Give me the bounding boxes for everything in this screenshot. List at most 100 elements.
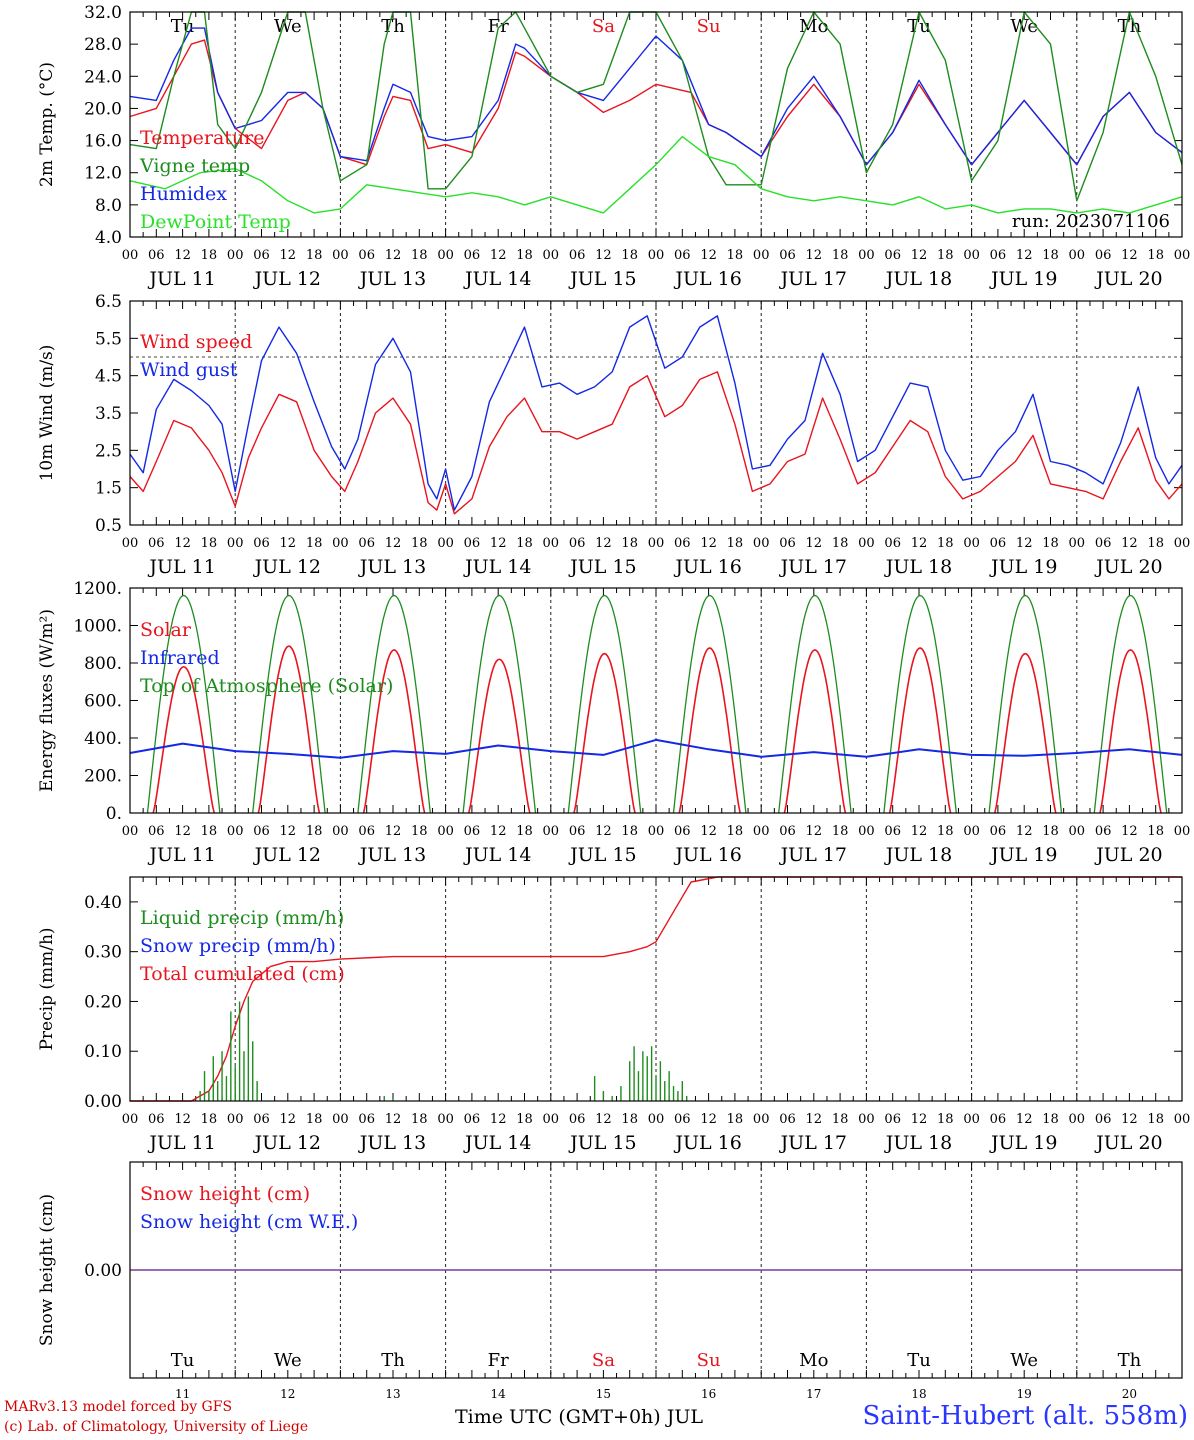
- hour-label: 00: [1069, 824, 1086, 839]
- series-top-of-atmosphere-solar: [672, 594, 747, 814]
- hour-label: 12: [700, 824, 717, 839]
- hour-label: 00: [437, 536, 454, 551]
- date-label: JUL 16: [673, 268, 741, 290]
- y-tick-label: 1000.: [73, 617, 122, 637]
- hour-label: 12: [280, 824, 297, 839]
- legend-entry: Wind speed: [140, 331, 252, 353]
- series-top-of-atmosphere-solar: [988, 594, 1063, 814]
- series-solar: [1099, 649, 1162, 814]
- hour-label: 00: [227, 536, 244, 551]
- series-solar: [994, 652, 1057, 814]
- hour-label: 12: [595, 536, 612, 551]
- day-number: 12: [280, 1387, 295, 1401]
- hour-label: 06: [779, 1112, 796, 1127]
- hour-label: 18: [306, 536, 323, 551]
- hour-label: 06: [884, 824, 901, 839]
- hour-label: 06: [148, 824, 165, 839]
- series-solar: [152, 665, 215, 814]
- hour-label: 00: [963, 1112, 980, 1127]
- hour-label: 18: [411, 1112, 428, 1127]
- hour-label: 06: [464, 248, 481, 263]
- date-label: JUL 20: [1094, 268, 1162, 290]
- hour-label: 12: [595, 248, 612, 263]
- hour-label: 18: [727, 248, 744, 263]
- hour-label: 00: [858, 248, 875, 263]
- date-label: JUL 13: [358, 1132, 426, 1154]
- hour-label: 12: [385, 1112, 402, 1127]
- legend-entry: Liquid precip (mm/h): [140, 907, 344, 929]
- date-label: JUL 15: [568, 556, 636, 578]
- hour-label: 18: [621, 248, 638, 263]
- hour-label: 06: [569, 824, 586, 839]
- hour-label: 12: [911, 536, 928, 551]
- date-label: JUL 19: [989, 268, 1057, 290]
- day-name: Su: [697, 16, 721, 37]
- date-label: JUL 16: [673, 844, 741, 866]
- credit-model: MARv3.13 model forced by GFS: [4, 1399, 233, 1415]
- y-tick-label: 0.00: [84, 1092, 122, 1112]
- hour-label: 18: [1042, 536, 1059, 551]
- hour-label: 12: [1016, 248, 1033, 263]
- y-tick-label: 800.: [84, 654, 122, 674]
- hour-label: 00: [543, 1112, 560, 1127]
- hour-label: 12: [280, 1112, 297, 1127]
- legend-entry: Humidex: [140, 183, 227, 205]
- day-number: 17: [806, 1387, 821, 1401]
- hour-label: 06: [990, 1112, 1007, 1127]
- day-number: 14: [491, 1387, 507, 1401]
- date-label: JUL 12: [253, 1132, 321, 1154]
- hour-label: 06: [358, 536, 375, 551]
- legend-entry: DewPoint Temp: [140, 211, 291, 233]
- hour-label: 06: [569, 1112, 586, 1127]
- hour-label: 00: [332, 248, 349, 263]
- y-tick-label: 0.5: [95, 516, 122, 536]
- hour-label: 12: [385, 248, 402, 263]
- date-label: JUL 15: [568, 844, 636, 866]
- date-label: JUL 14: [463, 844, 531, 866]
- y-tick-label: 0.10: [84, 1042, 122, 1062]
- day-name: Mo: [799, 1350, 828, 1371]
- hour-label: 06: [253, 248, 270, 263]
- day-number: 20: [1122, 1387, 1137, 1401]
- hour-label: 12: [911, 248, 928, 263]
- hour-label: 00: [753, 824, 770, 839]
- hour-label: 18: [1147, 536, 1164, 551]
- hour-label: 00: [648, 1112, 665, 1127]
- series-dewpoint-temp: [129, 135, 1183, 214]
- date-label: JUL 19: [989, 1132, 1057, 1154]
- series-solar: [678, 647, 741, 814]
- y-tick-label: 0.00: [84, 1261, 122, 1281]
- x-axis-caption: Time UTC (GMT+0h) JUL: [455, 1406, 703, 1428]
- hour-label: 06: [674, 824, 691, 839]
- date-label: JUL 17: [779, 268, 847, 290]
- series-top-of-atmosphere-solar: [778, 594, 852, 814]
- series-solar: [783, 649, 847, 814]
- day-name: Su: [697, 1350, 721, 1371]
- hour-label: 00: [122, 824, 139, 839]
- hour-label: 18: [411, 248, 428, 263]
- hour-label: 12: [174, 248, 191, 263]
- date-label: JUL 11: [147, 268, 215, 290]
- panel-frame: [129, 876, 1183, 1102]
- date-label: JUL 12: [253, 268, 321, 290]
- day-number: 18: [911, 1387, 926, 1401]
- y-tick-label: 20.0: [84, 99, 122, 119]
- y-tick-label: 24.0: [84, 67, 122, 87]
- hour-label: 06: [569, 536, 586, 551]
- y-tick-label: 28.0: [84, 35, 122, 55]
- day-number: 16: [701, 1387, 716, 1401]
- hour-label: 18: [201, 248, 218, 263]
- y-tick-label: 5.5: [95, 329, 122, 349]
- series-solar: [468, 658, 531, 814]
- hour-label: 12: [806, 1112, 823, 1127]
- hour-label: 18: [621, 536, 638, 551]
- day-name: Tu: [171, 1350, 195, 1371]
- hour-label: 12: [174, 824, 191, 839]
- legend-entry: Wind gust: [140, 359, 238, 381]
- legend-entry: Snow precip (mm/h): [140, 935, 336, 957]
- series-top-of-atmosphere-solar: [146, 594, 221, 814]
- hour-label: 18: [1147, 248, 1164, 263]
- hour-label: 06: [779, 536, 796, 551]
- hour-label: 12: [490, 248, 507, 263]
